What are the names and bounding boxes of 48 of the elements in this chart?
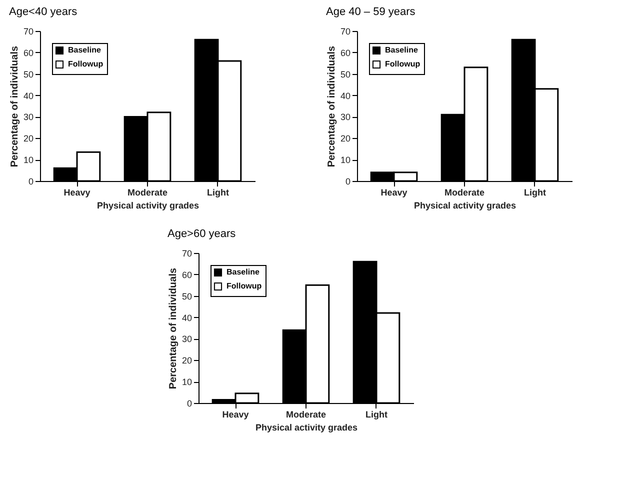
x-tick-label: Light xyxy=(524,188,546,198)
y-tick-label: 40 xyxy=(23,90,34,101)
y-tick-label: 50 xyxy=(182,291,192,302)
legend-label: Baseline xyxy=(68,46,102,54)
y-tick-label: 60 xyxy=(23,48,34,58)
x-tick-label: Heavy xyxy=(222,410,249,420)
y-tick-label: 60 xyxy=(182,270,192,280)
x-tick-label: Moderate xyxy=(444,188,485,198)
chart-title: Age>60 years xyxy=(167,228,236,240)
legend-label: Followup xyxy=(226,282,262,290)
legend-label: Baseline xyxy=(385,46,418,54)
y-tick-label: 20 xyxy=(23,134,34,144)
y-tick-label: 0 xyxy=(345,176,350,186)
y-tick-label: 30 xyxy=(340,112,350,122)
y-tick-label: 20 xyxy=(340,134,350,144)
y-tick-label: 70 xyxy=(23,26,34,36)
x-axis-title: Physical activity grades xyxy=(96,200,200,210)
x-axis-title: Physical activity grades xyxy=(414,200,516,210)
x-tick-label: Moderate xyxy=(286,410,326,420)
y-tick-label: 30 xyxy=(23,112,34,122)
y-tick-label: 10 xyxy=(340,155,350,166)
x-tick-label: Light xyxy=(206,188,229,198)
y-tick-label: 10 xyxy=(23,155,34,166)
y-tick-label: 10 xyxy=(182,377,192,388)
y-tick-label: 40 xyxy=(182,312,192,323)
y-axis-title: Percentage of individuals xyxy=(168,267,179,390)
y-tick-label: 70 xyxy=(182,248,192,258)
x-tick-label: Moderate xyxy=(127,188,168,198)
y-tick-label: 0 xyxy=(186,398,192,408)
y-tick-label: 60 xyxy=(340,48,350,58)
chart-title: Age 40 – 59 years xyxy=(326,6,416,18)
x-tick-label: Heavy xyxy=(64,188,90,198)
y-tick-label: 20 xyxy=(182,356,192,366)
x-axis-title: Physical activity grades xyxy=(255,422,358,432)
y-tick-label: 0 xyxy=(28,176,34,186)
legend-label: Baseline xyxy=(226,268,260,276)
chart-title: Age<40 years xyxy=(8,6,78,18)
y-tick-label: 70 xyxy=(340,26,350,36)
legend-label: Followup xyxy=(68,60,104,68)
y-tick-label: 40 xyxy=(340,90,350,101)
x-tick-label: Light xyxy=(365,410,388,420)
x-tick-label: Heavy xyxy=(380,188,408,198)
y-tick-label: 50 xyxy=(340,69,350,80)
y-axis-title: Percentage of individuals xyxy=(326,45,338,168)
y-tick-label: 50 xyxy=(23,69,34,80)
legend-label: Followup xyxy=(385,60,420,68)
y-tick-label: 30 xyxy=(182,334,192,344)
y-axis-title: Percentage of individuals xyxy=(9,45,20,168)
